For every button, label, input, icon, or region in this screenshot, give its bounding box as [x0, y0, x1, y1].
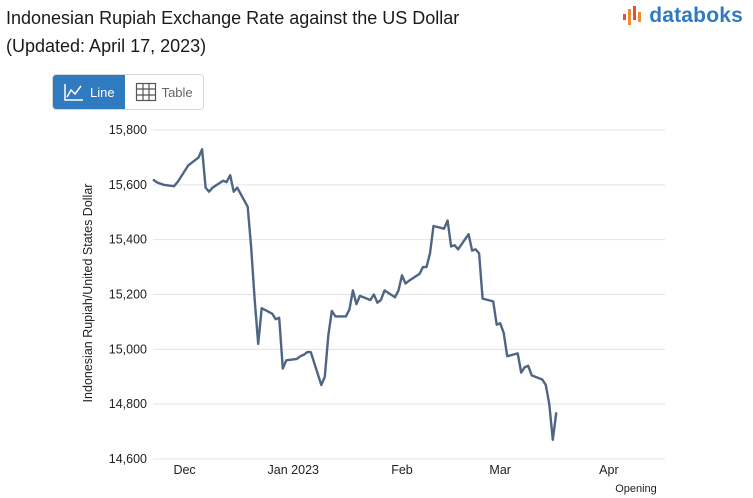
series-lines	[152, 148, 558, 441]
x-tick-label: Apr	[599, 463, 618, 477]
y-tick-label: 15,200	[109, 288, 147, 302]
x-tick-label: Feb	[391, 463, 413, 477]
x-tick-label: Dec	[173, 463, 195, 477]
y-tick-label: 14,800	[109, 397, 147, 411]
chart-title-block: Indonesian Rupiah Exchange Rate against …	[6, 4, 459, 60]
chart-subtitle: (Updated: April 17, 2023)	[6, 36, 207, 56]
y-axis-ticks: 14,600 14,800 15,000 15,200 15,400 15,600 15,8…	[109, 123, 147, 466]
y-tick-label: 15,400	[109, 233, 147, 247]
grid-lines	[153, 129, 665, 460]
view-toggle: Line Table	[52, 74, 204, 110]
brand-name: databoks	[649, 4, 743, 27]
last-point-label: Opening	[615, 483, 657, 495]
line-chart-icon	[64, 84, 83, 101]
y-tick-label: 15,000	[109, 342, 147, 356]
line-view-label: Line	[90, 84, 115, 100]
table-grid-icon	[135, 82, 156, 102]
y-tick-label: 14,600	[109, 452, 147, 466]
brand-logo[interactable]: databoks	[623, 4, 743, 28]
x-tick-label: Mar	[489, 463, 511, 477]
series-line	[152, 148, 558, 441]
y-tick-label: 15,600	[109, 178, 147, 192]
databoks-logo-icon	[623, 6, 642, 25]
y-tick-label: 15,800	[109, 123, 147, 137]
table-view-label: Table	[161, 84, 193, 100]
y-axis-label: Indonesian Rupiah/United States Dollar	[81, 184, 95, 403]
line-view-button[interactable]: Line	[53, 75, 125, 109]
x-axis-ticks: Dec Jan 2023 Feb Mar Apr	[173, 463, 618, 477]
chart-title: Indonesian Rupiah Exchange Rate against …	[6, 8, 460, 28]
x-tick-label: Jan 2023	[268, 463, 319, 477]
table-view-button[interactable]: Table	[124, 75, 203, 109]
